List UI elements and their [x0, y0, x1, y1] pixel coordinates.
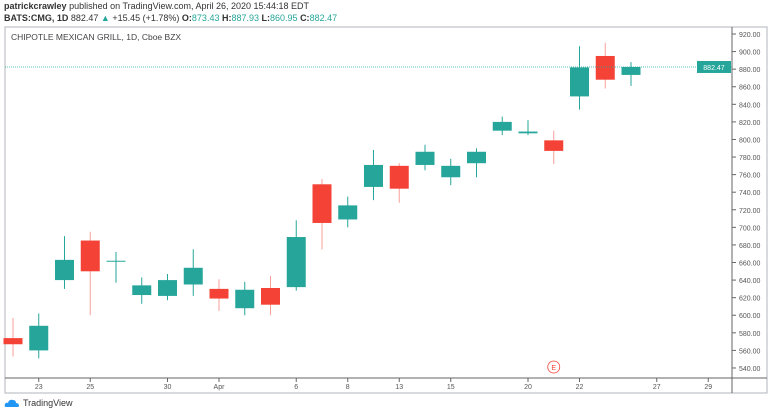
candle-body — [80, 240, 100, 272]
y-tick-label: 800.00 — [739, 137, 761, 144]
publish-info: patrickcrawley published on TradingView.… — [4, 1, 309, 11]
low-value: 860.95 — [270, 13, 298, 23]
earnings-marker — [547, 360, 561, 374]
x-tick-label: 6 — [294, 384, 298, 391]
candle-body — [544, 140, 564, 151]
candle-body — [467, 151, 486, 164]
candle-body — [106, 260, 126, 262]
x-tick-label: 15 — [447, 384, 455, 391]
y-tick-label: 780.00 — [739, 155, 761, 162]
open-label: O: — [181, 13, 192, 23]
y-tick-label: 560.00 — [739, 348, 761, 355]
cloud-icon — [4, 399, 20, 407]
x-tick-label: 29 — [704, 384, 712, 391]
candle-body — [261, 288, 280, 305]
tradingview-logo[interactable]: TradingView — [4, 398, 73, 408]
y-tick-label: 620.00 — [739, 296, 761, 303]
x-tick-label: 25 — [86, 384, 94, 391]
y-tick-label: 920.00 — [739, 32, 761, 39]
time-axis[interactable]: 23 25 30 Apr 6 8 13 15 20 22 27 29 — [35, 378, 712, 391]
low-label: L: — [261, 13, 271, 23]
chart-frame — [4, 26, 768, 394]
last-price-tag — [697, 60, 731, 73]
candle-body — [415, 151, 435, 165]
x-tick-label: Apr — [214, 384, 226, 391]
y-tick-label: 680.00 — [739, 243, 761, 250]
earnings-marker-label: E — [551, 365, 556, 372]
candle-body — [518, 131, 538, 134]
x-tick-label: 20 — [524, 384, 532, 391]
x-tick-label: 27 — [653, 384, 661, 391]
candle-body — [235, 289, 255, 309]
y-tick-label: 660.00 — [739, 261, 761, 268]
candle-body — [209, 288, 229, 299]
candles: E — [3, 42, 641, 374]
ohlc-legend: BATS:CMG, 1D 882.47 ▲ +15.45 (+1.78%) O:… — [4, 13, 337, 23]
open-value: 873.43 — [191, 13, 220, 23]
candle-body — [286, 237, 306, 288]
candle-body — [595, 55, 615, 80]
y-tick-label: 840.00 — [739, 102, 761, 109]
candle-body — [364, 164, 383, 187]
candle-body — [492, 121, 512, 131]
y-tick-label: 640.00 — [739, 278, 761, 285]
last-price-tag-label: 882.47 — [703, 65, 725, 72]
price-axis[interactable]: 540.00 560.00 580.00 600.00 620.00 640.00 660.… — [732, 32, 761, 373]
change: +15.45 (+1.78%) — [112, 13, 180, 23]
y-tick-label: 820.00 — [739, 120, 761, 127]
y-tick-label: 700.00 — [739, 225, 761, 232]
candle-body — [338, 205, 358, 220]
symbol: BATS:CMG, 1D — [4, 13, 69, 23]
y-tick-label: 900.00 — [739, 50, 761, 57]
candle-body — [389, 165, 409, 189]
x-tick-label: 8 — [346, 384, 350, 391]
y-tick-label: 880.00 — [739, 67, 761, 74]
y-tick-label: 740.00 — [739, 190, 761, 197]
y-tick-label: 860.00 — [739, 85, 761, 92]
close-label: C: — [300, 13, 310, 23]
candle-body — [183, 267, 203, 285]
high-value: 887.93 — [231, 13, 259, 23]
candle-body — [29, 325, 49, 351]
y-tick-label: 540.00 — [739, 366, 761, 373]
triangle-up-icon: ▲ — [100, 13, 110, 23]
candle-body — [3, 338, 23, 345]
candle-body — [621, 66, 641, 75]
candle-body — [132, 285, 152, 296]
candle-body — [312, 184, 332, 223]
x-tick-label: 23 — [35, 384, 43, 391]
candle-body — [441, 165, 461, 178]
candle-body — [158, 280, 177, 296]
y-tick-label: 760.00 — [739, 173, 761, 180]
close-value: 882.47 — [309, 13, 338, 23]
candle-body — [570, 67, 589, 97]
x-tick-label: 13 — [395, 384, 403, 391]
y-tick-label: 600.00 — [739, 313, 761, 320]
x-tick-label: 22 — [576, 384, 584, 391]
chart-title: CHIPOTLE MEXICAN GRILL, 1D, Cboe BZX — [11, 32, 181, 42]
last-price-line: 882.47 — [5, 60, 732, 73]
x-tick-label: 30 — [164, 384, 172, 391]
publish-text: published on TradingView.com, April 26, … — [69, 1, 310, 11]
last-price: 882.47 — [70, 13, 99, 23]
candle-body — [55, 259, 74, 281]
y-tick-label: 720.00 — [739, 208, 761, 215]
high-label: H: — [221, 13, 232, 23]
y-tick-label: 580.00 — [739, 331, 761, 338]
author[interactable]: patrickcrawley — [4, 1, 67, 11]
logo-text: TradingView — [23, 398, 73, 408]
